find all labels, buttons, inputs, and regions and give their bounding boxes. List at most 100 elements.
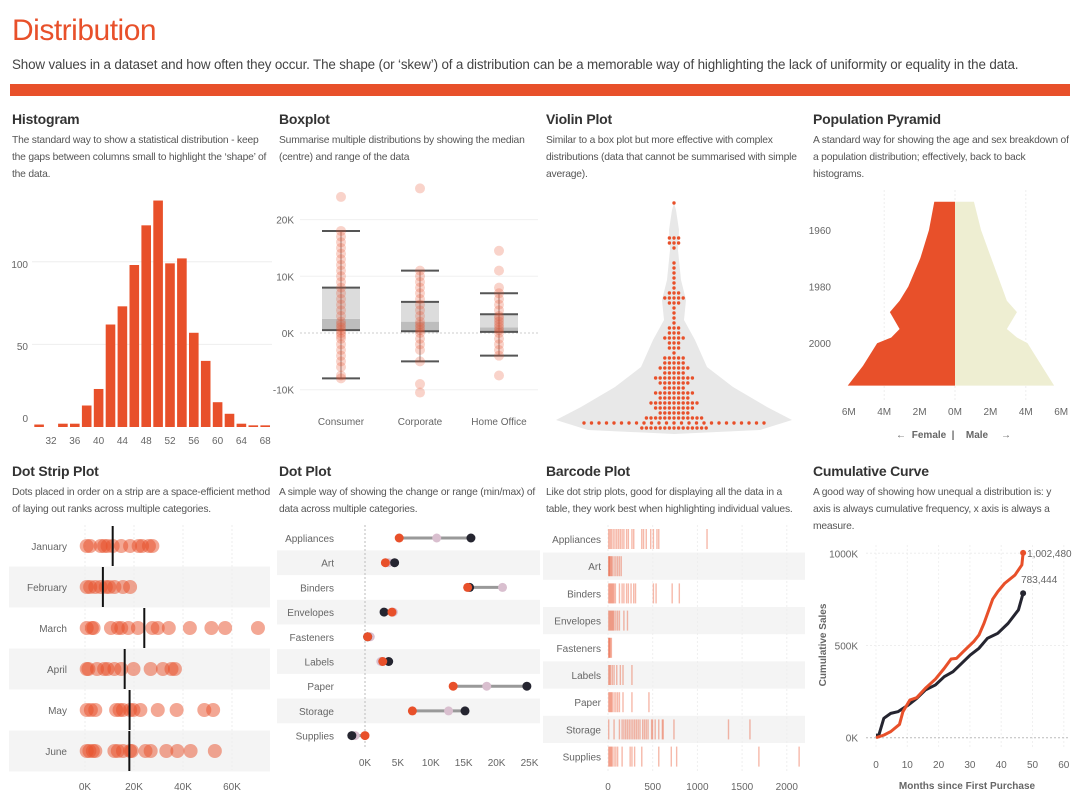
barcode-bar xyxy=(613,692,615,713)
violin-dot xyxy=(597,421,601,425)
barcode-bar xyxy=(651,719,654,740)
data-point xyxy=(494,245,504,256)
barcode-bar xyxy=(655,583,657,604)
data-point xyxy=(494,293,504,304)
data-dot xyxy=(183,744,198,758)
barcode-bar xyxy=(633,529,635,549)
histogram-bar xyxy=(129,265,140,427)
data-point xyxy=(415,271,425,282)
barcode-bar xyxy=(623,610,625,631)
category-label: Fasteners xyxy=(290,633,334,644)
data-point xyxy=(494,305,504,316)
barcode-bar xyxy=(623,529,625,549)
data-point xyxy=(415,339,425,350)
y-tick-label: 2000 xyxy=(809,339,832,350)
barcode-bar xyxy=(608,556,611,577)
category-label: Home Office xyxy=(471,417,527,428)
data-dot xyxy=(159,744,174,758)
violin-dot xyxy=(699,426,704,430)
data-point xyxy=(415,305,425,316)
data-dot xyxy=(88,703,103,717)
violin-dot xyxy=(690,416,695,420)
category-label: Corporate xyxy=(398,417,443,428)
panel-histogram: Histogram The standard way to show a sta… xyxy=(12,111,270,183)
category-label: Storage xyxy=(566,725,601,736)
violin-dot xyxy=(681,361,685,365)
category-label: Appliances xyxy=(552,535,601,546)
violin-dot xyxy=(644,426,649,430)
legend-separator: | xyxy=(952,430,955,441)
data-point xyxy=(336,288,346,299)
category-label: Paper xyxy=(574,698,601,709)
panel-title: Barcode Plot xyxy=(546,463,630,479)
category-label: June xyxy=(45,747,67,758)
barcode-bar xyxy=(749,719,751,740)
x-tick-label: 4M xyxy=(877,407,891,418)
barcode-bar xyxy=(623,719,625,740)
violin-dot xyxy=(732,421,736,425)
x-tick-label: 0K xyxy=(79,782,92,793)
female-area xyxy=(847,201,955,386)
barcode-bar xyxy=(673,719,675,740)
barcode-bar xyxy=(608,637,610,658)
violin-dot xyxy=(681,391,685,395)
barcode-bar xyxy=(611,610,613,631)
violin-dot xyxy=(663,381,667,385)
x-tick-label: 1500 xyxy=(731,782,754,793)
barcode-bar xyxy=(613,583,615,604)
barcode-bar xyxy=(658,719,660,740)
panel-dot-strip: Dot Strip Plot Dots placed in order on a… xyxy=(12,463,270,518)
barcode-bar xyxy=(616,610,619,631)
barcode-bar xyxy=(615,610,617,631)
violin-dot xyxy=(695,401,699,405)
barcode-bar xyxy=(616,746,619,767)
violin-dot xyxy=(667,426,672,430)
violin-dot xyxy=(649,426,653,430)
legend-left-arrow-icon: ← xyxy=(896,430,906,441)
barcode-bar xyxy=(614,583,617,604)
violin-dot xyxy=(672,331,676,335)
data-point xyxy=(415,356,425,367)
violin-dot xyxy=(690,391,695,395)
data-point xyxy=(494,345,504,356)
violin-dot xyxy=(681,376,685,380)
panel-dot-plot: Dot Plot A simple way of showing the cha… xyxy=(279,463,537,518)
barcode-bar xyxy=(608,610,611,631)
barcode-bar xyxy=(608,665,610,685)
row-band xyxy=(543,715,805,743)
barcode-bar xyxy=(619,665,622,685)
data-point xyxy=(415,322,425,333)
barcode-bar xyxy=(622,665,624,685)
panel-description: A standard way for showing the age and s… xyxy=(813,135,1069,180)
barcode-bar xyxy=(618,556,621,577)
histogram-bar xyxy=(81,405,92,427)
data-dot xyxy=(124,744,139,758)
data-point xyxy=(415,333,425,344)
barcode-bar xyxy=(652,583,655,604)
violin-dot xyxy=(686,391,690,395)
violin-dot xyxy=(672,381,676,385)
violin-dot xyxy=(672,351,676,355)
x-tick-label: 20K xyxy=(488,758,506,769)
histogram-bar xyxy=(177,258,187,427)
histogram-bar xyxy=(105,324,116,427)
barcode-bar xyxy=(670,746,672,767)
barcode-bar xyxy=(642,529,645,549)
category-label: Binders xyxy=(300,583,334,594)
violin-dot xyxy=(676,366,681,370)
violin-dot xyxy=(690,426,695,430)
violin-dot xyxy=(681,416,685,420)
x-tick-label: 0K xyxy=(359,758,372,769)
x-tick-label: 6M xyxy=(842,407,856,418)
violin-dot xyxy=(681,401,685,405)
data-point xyxy=(415,316,425,327)
barcode-bar xyxy=(610,746,613,767)
barcode-bar xyxy=(608,583,611,604)
x-tick-label: 48 xyxy=(141,436,153,447)
violin-dot xyxy=(739,421,744,425)
violin-dot xyxy=(676,241,681,245)
barcode-bar xyxy=(612,583,614,604)
data-dot xyxy=(145,539,160,553)
violin-dot xyxy=(667,336,672,340)
violin-dot xyxy=(672,326,676,330)
